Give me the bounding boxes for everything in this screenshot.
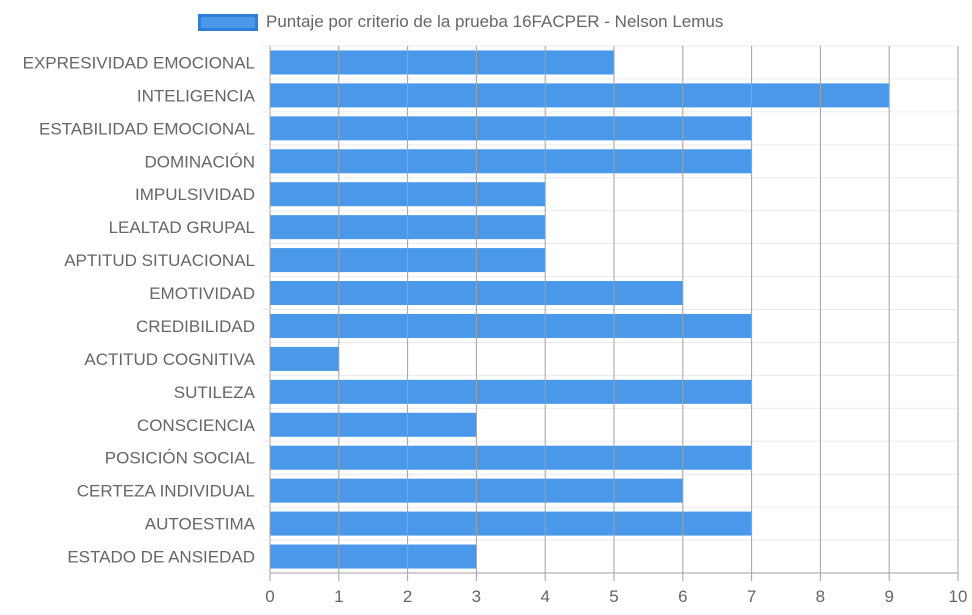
- category-label: SUTILEZA: [174, 383, 256, 402]
- chart-legend[interactable]: Puntaje por criterio de la prueba 16FACP…: [198, 9, 723, 35]
- x-tick-label: 5: [609, 587, 618, 606]
- category-label: POSICIÓN SOCIAL: [105, 449, 255, 468]
- category-label: CREDIBILIDAD: [136, 317, 255, 336]
- x-tick-label: 6: [678, 587, 687, 606]
- legend-swatch: [198, 13, 258, 31]
- bar[interactable]: [270, 83, 890, 108]
- category-label: AUTOESTIMA: [145, 515, 256, 534]
- bar[interactable]: [270, 149, 752, 174]
- category-label: ESTABILIDAD EMOCIONAL: [39, 119, 255, 138]
- category-label: CERTEZA INDIVIDUAL: [77, 482, 255, 501]
- x-tick-label: 3: [472, 587, 481, 606]
- x-tick-label: 2: [403, 587, 412, 606]
- category-label: DOMINACIÓN: [145, 152, 256, 171]
- x-tick-label: 9: [884, 587, 893, 606]
- category-label: APTITUD SITUACIONAL: [64, 251, 255, 270]
- x-tick-label: 4: [540, 587, 549, 606]
- x-tick-label: 10: [949, 587, 968, 606]
- bar[interactable]: [270, 445, 752, 470]
- x-tick-label: 8: [816, 587, 825, 606]
- category-label: INTELIGENCIA: [137, 86, 256, 105]
- category-label: LEALTAD GRUPAL: [109, 218, 255, 237]
- category-label: ESTADO DE ANSIEDAD: [67, 548, 255, 567]
- category-label: EXPRESIVIDAD EMOCIONAL: [23, 53, 255, 72]
- x-tick-label: 1: [334, 587, 343, 606]
- bar[interactable]: [270, 511, 752, 536]
- category-label: CONSCIENCIA: [137, 416, 256, 435]
- bar[interactable]: [270, 346, 339, 371]
- category-label: IMPULSIVIDAD: [135, 185, 255, 204]
- bar[interactable]: [270, 379, 752, 404]
- x-tick-label: 7: [747, 587, 756, 606]
- bar[interactable]: [270, 412, 477, 437]
- bar[interactable]: [270, 50, 614, 75]
- x-tick-label: 0: [265, 587, 274, 606]
- category-label: EMOTIVIDAD: [149, 284, 255, 303]
- bar[interactable]: [270, 116, 752, 141]
- legend-label: Puntaje por criterio de la prueba 16FACP…: [266, 12, 724, 31]
- bar[interactable]: [270, 544, 477, 569]
- category-label: ACTITUD COGNITIVA: [84, 350, 255, 369]
- bar[interactable]: [270, 313, 752, 338]
